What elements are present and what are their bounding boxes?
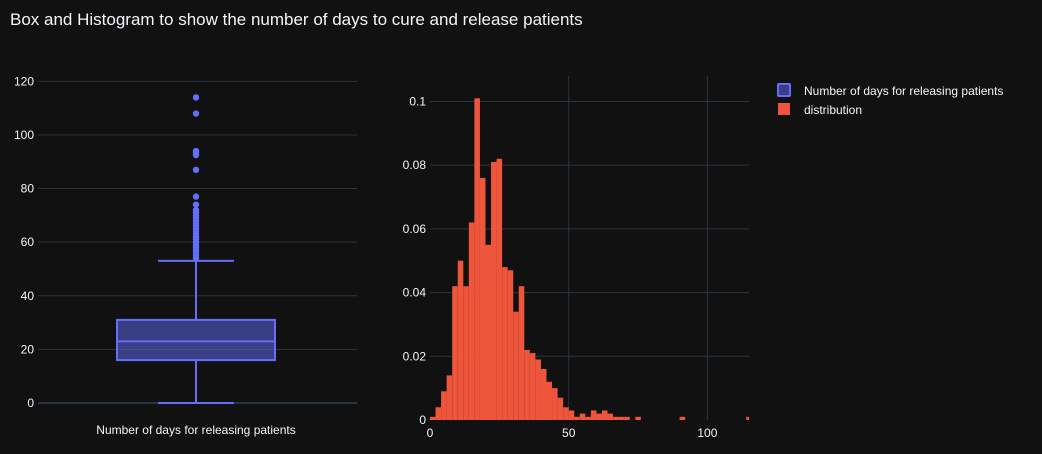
hist-bar [557, 397, 564, 420]
box-outlier-point [192, 110, 200, 117]
hist-y-tick-label: 0 [419, 413, 426, 427]
legend-item-box[interactable]: Number of days for releasing patients [777, 83, 1003, 98]
hist-bar [613, 416, 619, 420]
hist-bar [563, 407, 569, 420]
box-y-tick-label: 20 [21, 342, 35, 356]
hist-y-tick-label: 0.08 [403, 158, 427, 172]
box-outlier-point [192, 147, 200, 155]
box-y-tick-label: 120 [14, 74, 34, 88]
hist-bar [618, 416, 625, 420]
hist-bar [446, 375, 453, 420]
hist-bar [502, 267, 508, 420]
hist-y-tick-label: 0.1 [409, 94, 426, 108]
legend-swatch-histogram [778, 103, 790, 115]
box-y-tick-label: 100 [14, 128, 34, 142]
hist-bar [496, 158, 503, 420]
box-outlier-point [192, 206, 200, 214]
chart-title: Box and Histogram to show the number of … [10, 10, 583, 29]
hist-bar [590, 410, 597, 420]
box-y-tick-label: 60 [21, 235, 35, 249]
hist-bar [513, 311, 519, 420]
box-y-tick-label: 80 [21, 182, 35, 196]
hist-bar [479, 177, 486, 420]
hist-bar [585, 416, 591, 420]
hist-bar [441, 391, 447, 420]
hist-bar [463, 286, 469, 420]
legend-label-histogram: distribution [804, 103, 862, 117]
hist-bar [579, 413, 586, 420]
hist-bar [518, 286, 525, 420]
hist-bar [435, 407, 442, 420]
hist-x-tick-label: 0 [427, 426, 434, 440]
hist-bar [524, 349, 530, 420]
hist-bar [607, 413, 614, 420]
hist-bar [635, 416, 641, 420]
hist-bar [601, 410, 608, 420]
hist-bar [485, 244, 492, 420]
hist-bar [452, 286, 458, 420]
box-iqr [116, 318, 276, 362]
hist-y-tick-label: 0.02 [403, 349, 427, 363]
box-outlier-point [192, 193, 200, 200]
box-plot-panel: 0 20 40 60 80 100 120 Number of days for releas… [14, 74, 357, 437]
hist-bar [457, 260, 464, 420]
hist-x-tick-label: 100 [697, 426, 717, 440]
legend: Number of days for releasing patients di… [777, 83, 1003, 117]
histogram-panel: 0 0.02 0.04 0.06 0.08 0.1 0 50 100 [403, 76, 749, 440]
hist-bar [474, 98, 480, 420]
box-outlier-point [192, 166, 200, 173]
hist-bar [624, 416, 630, 420]
hist-bar [568, 410, 575, 420]
hist-bar [430, 416, 436, 420]
hist-bar [679, 416, 686, 420]
hist-bar [574, 416, 580, 420]
hist-bar [507, 270, 514, 420]
box-y-tick-label: 0 [27, 396, 34, 410]
hist-x-tick-label: 50 [562, 426, 576, 440]
hist-y-tick-label: 0.06 [403, 222, 427, 236]
hist-bar [491, 162, 497, 420]
hist-bar [529, 353, 536, 420]
hist-y-tick-label: 0.04 [403, 286, 427, 300]
hist-bar [540, 369, 547, 420]
hist-bar [546, 381, 553, 420]
hist-bar [596, 413, 602, 420]
legend-item-histogram[interactable]: distribution [778, 103, 862, 117]
legend-swatch-box [777, 83, 791, 97]
legend-label-box: Number of days for releasing patients [804, 84, 1003, 98]
box-outlier-point [192, 201, 200, 208]
box-outlier-point [192, 94, 200, 101]
hist-bar [535, 359, 541, 420]
hist-bar [468, 222, 475, 420]
box-x-category-label: Number of days for releasing patients [96, 423, 295, 437]
hist-bar [746, 416, 749, 420]
box-y-tick-label: 40 [21, 289, 35, 303]
hist-bar [552, 388, 558, 420]
